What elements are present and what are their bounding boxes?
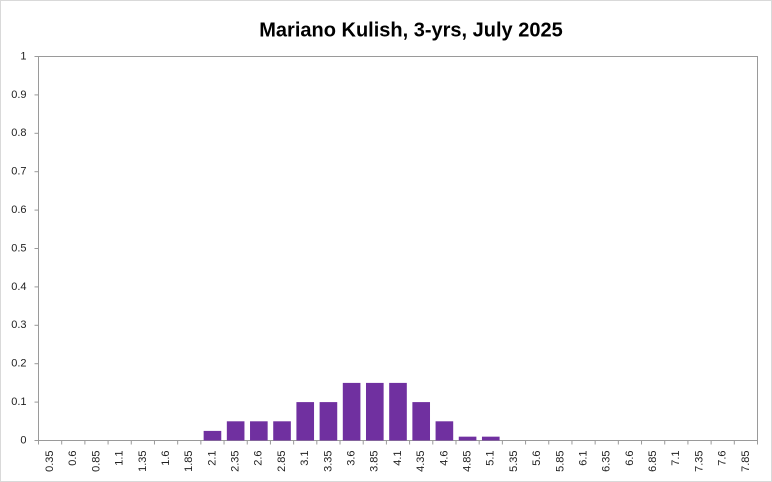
y-tick-label: 0.5 (11, 242, 26, 254)
bar (458, 436, 477, 441)
x-tick-label: 7.6 (717, 451, 729, 466)
x-tick-label: 1.85 (183, 451, 195, 472)
x-tick-label: 7.85 (740, 451, 752, 472)
x-tick-label: 1.1 (114, 451, 126, 466)
x-tick-label: 4.6 (438, 451, 450, 466)
x-tick-label: 3.6 (346, 451, 358, 466)
x-tick-label: 4.1 (392, 451, 404, 466)
bar (435, 421, 454, 441)
bar (273, 421, 291, 441)
x-tick-label: 2.85 (276, 451, 288, 472)
y-tick-label: 0.7 (11, 166, 26, 178)
x-tick-label: 1.6 (160, 451, 172, 466)
x-tick-label: 5.85 (554, 451, 566, 472)
x-tick-label: 3.35 (322, 451, 334, 472)
bar (342, 382, 361, 441)
x-tick-label: 3.1 (299, 451, 311, 466)
y-tick-label: 0.4 (11, 281, 26, 293)
x-tick-label: 5.35 (508, 451, 520, 472)
x-tick-label: 2.6 (253, 451, 265, 466)
y-tick-label: 0.9 (11, 89, 26, 101)
x-tick-label: 6.6 (624, 451, 636, 466)
y-tick-label: 0.3 (11, 319, 26, 331)
bar (389, 382, 407, 441)
bar (296, 402, 315, 441)
y-tick-label: 0.6 (11, 204, 26, 216)
x-tick-label: 3.85 (369, 451, 381, 472)
x-tick-label: 0.35 (44, 451, 56, 472)
x-tick-label: 2.1 (206, 451, 218, 466)
bar (319, 402, 338, 441)
x-tick-label: 6.35 (601, 451, 613, 472)
x-tick-label: 7.1 (670, 451, 682, 466)
x-tick-label: 6.85 (647, 451, 659, 472)
bar (203, 430, 222, 441)
x-tick-label: 4.85 (461, 451, 473, 472)
x-tick-label: 1.35 (137, 451, 149, 472)
x-tick-label: 7.35 (693, 451, 705, 472)
x-tick-label: 6.1 (577, 451, 589, 466)
bar (412, 402, 431, 441)
bar (250, 421, 268, 441)
y-tick-label: 1 (20, 50, 26, 62)
bar (365, 382, 384, 441)
y-tick-label: 0 (20, 434, 26, 446)
y-tick-label: 0.8 (11, 127, 26, 139)
bar (481, 436, 500, 441)
x-tick-label: 5.6 (531, 451, 543, 466)
bar (226, 421, 245, 441)
x-tick-label: 2.35 (230, 451, 242, 472)
x-tick-label: 5.1 (485, 451, 497, 466)
x-tick-label: 0.6 (67, 451, 79, 466)
x-tick-label: 0.85 (90, 451, 102, 472)
chart-title: Mariano Kulish, 3-yrs, July 2025 (259, 19, 562, 41)
x-tick-label: 4.35 (415, 451, 427, 472)
y-tick-label: 0.1 (11, 396, 26, 408)
y-tick-label: 0.2 (11, 358, 26, 370)
